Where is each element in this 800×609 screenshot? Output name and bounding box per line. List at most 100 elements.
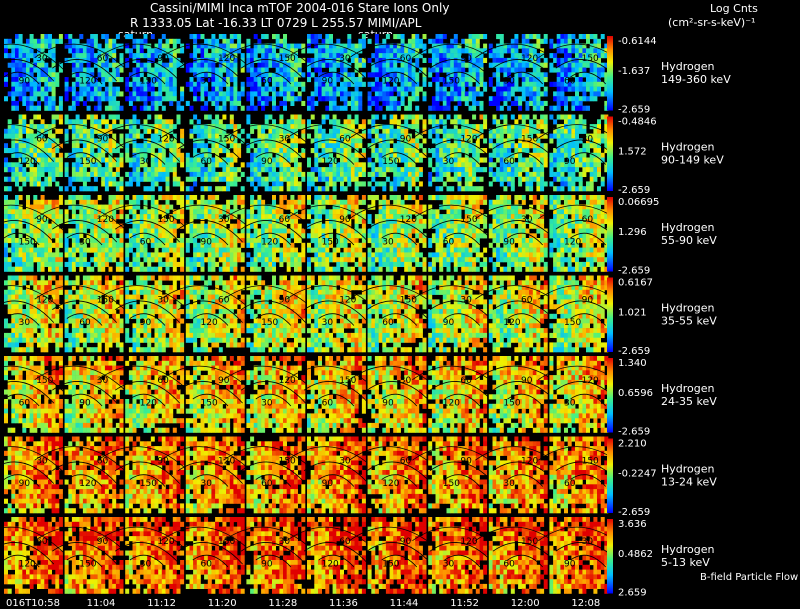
heatmap-cell: [101, 214, 106, 220]
heatmap-cell: [139, 91, 144, 97]
heatmap-cell: [475, 81, 480, 87]
heatmap-cell: [575, 133, 579, 139]
heatmap-cell: [404, 57, 409, 63]
heatmap-cell: [169, 247, 174, 253]
heatmap-cell: [371, 53, 376, 59]
heatmap-cell: [343, 176, 348, 182]
heatmap-cell: [204, 228, 209, 234]
heatmap-cell: [218, 242, 223, 248]
heatmap-cell: [389, 67, 394, 73]
heatmap-cell: [450, 148, 455, 154]
heatmap-cell: [211, 171, 216, 177]
heatmap-cell: [158, 186, 163, 192]
heatmap-cell: [343, 162, 348, 168]
heatmap-cell: [286, 53, 291, 59]
heatmap-cell: [165, 77, 170, 83]
heatmap-cell: [207, 228, 212, 234]
heatmap-cell: [435, 96, 440, 102]
heatmap-cell: [283, 86, 287, 92]
heatmap-cell: [556, 67, 561, 73]
heatmap-cell: [589, 171, 594, 177]
heatmap-cell: [589, 167, 594, 173]
heatmap-cell: [97, 91, 102, 97]
heatmap-cell: [37, 209, 41, 215]
heatmap-cell: [97, 167, 102, 173]
heatmap-cell: [567, 133, 572, 139]
heatmap-cell: [233, 81, 238, 87]
heatmap-cell: [325, 34, 330, 40]
heatmap-cell: [279, 91, 284, 97]
heatmap-cell: [597, 143, 601, 149]
heatmap-cell: [371, 152, 376, 158]
heatmap-cell: [275, 157, 280, 163]
heatmap-cell: [93, 261, 98, 267]
heatmap-cell: [97, 171, 102, 177]
heatmap-cell: [564, 38, 568, 44]
heatmap-cell: [37, 128, 41, 134]
heatmap-cell: [139, 247, 144, 253]
heatmap-cell: [108, 181, 113, 187]
heatmap-cell: [139, 48, 144, 54]
heatmap-cell: [549, 133, 554, 139]
heatmap-cell: [112, 105, 117, 111]
heatmap-cell: [108, 143, 113, 149]
heatmap-cell: [108, 167, 113, 173]
heatmap-cell: [211, 34, 216, 40]
heatmap-cell: [543, 152, 548, 158]
heatmap-cell: [154, 152, 159, 158]
heatmap-cell: [575, 91, 579, 97]
heatmap-cell: [115, 124, 120, 130]
heatmap-cell: [11, 53, 16, 59]
heatmap-cell: [79, 62, 84, 68]
heatmap-cell: [472, 186, 477, 192]
heatmap-cell: [503, 162, 508, 168]
heatmap-cell: [108, 247, 113, 253]
heatmap-cell: [82, 252, 87, 258]
heatmap-cell: [11, 233, 16, 239]
heatmap-cell: [108, 86, 113, 92]
heatmap-cell: [189, 214, 194, 220]
heatmap-cell: [457, 72, 462, 78]
heatmap-cell: [71, 72, 76, 78]
heatmap-cell: [564, 138, 568, 144]
heatmap-cell: [79, 67, 84, 73]
heatmap-cell: [604, 81, 609, 87]
heatmap-cell: [461, 67, 466, 73]
heatmap-cell: [196, 143, 201, 149]
heatmap-cell: [439, 128, 444, 134]
heatmap-cell: [553, 43, 558, 49]
heatmap-cell: [279, 67, 284, 73]
heatmap-cell: [158, 233, 163, 239]
heatmap-cell: [496, 48, 501, 54]
contour-line: [52, 139, 118, 162]
heatmap-cell: [396, 119, 401, 125]
heatmap-cell: [446, 91, 451, 97]
heatmap-cell: [483, 148, 488, 154]
heatmap-cell: [176, 181, 181, 187]
heatmap-cell: [37, 67, 41, 73]
heatmap-cell: [264, 176, 269, 182]
heatmap-cell: [37, 214, 41, 220]
heatmap-cell: [22, 91, 27, 97]
heatmap-cell: [297, 171, 302, 177]
heatmap-cell: [218, 105, 223, 111]
heatmap-cell: [496, 77, 501, 83]
heatmap-cell: [143, 162, 148, 168]
heatmap-cell: [264, 186, 269, 192]
heatmap-cell: [553, 186, 558, 192]
heatmap-cell: [169, 100, 174, 106]
heatmap-cell: [44, 72, 49, 78]
heatmap-cell: [560, 138, 565, 144]
heatmap-cell: [18, 228, 23, 234]
heatmap-cell: [136, 242, 141, 248]
heatmap-cell: [40, 119, 45, 125]
heatmap-cell: [240, 105, 245, 111]
heatmap-cell: [407, 38, 412, 44]
contour-label: 150: [140, 77, 157, 87]
heatmap-cell: [132, 124, 137, 130]
heatmap-cell: [4, 143, 8, 149]
heatmap-cell: [161, 242, 166, 248]
heatmap-cell: [499, 143, 504, 149]
heatmap-cell: [51, 162, 56, 168]
heatmap-cell: [128, 119, 133, 125]
